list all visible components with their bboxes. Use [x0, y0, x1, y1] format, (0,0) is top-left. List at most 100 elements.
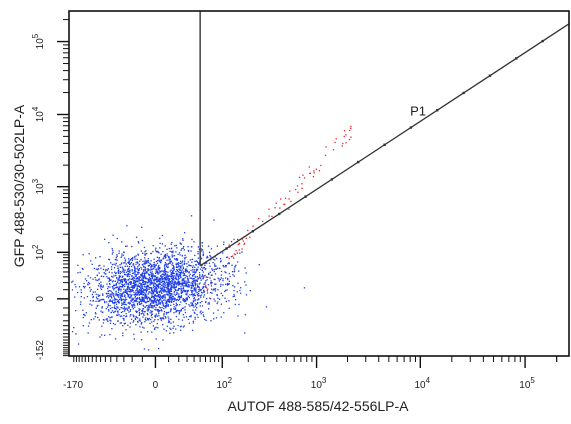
scatter-point [150, 280, 152, 282]
scatter-point [171, 275, 173, 278]
scatter-point [127, 273, 130, 275]
scatter-point [108, 258, 110, 260]
scatter-point [95, 257, 97, 259]
scatter-point [116, 254, 118, 256]
scatter-point [115, 287, 117, 289]
scatter-point [124, 273, 126, 276]
scatter-point [157, 309, 159, 312]
scatter-point [89, 277, 92, 279]
scatter-point [127, 284, 130, 286]
scatter-point [166, 302, 168, 304]
scatter-point [216, 245, 218, 247]
scatter-point [177, 278, 179, 281]
scatter-point [212, 258, 215, 260]
scatter-point [178, 280, 180, 283]
scatter-point [121, 255, 123, 257]
scatter-point [245, 284, 247, 286]
scatter-point [89, 290, 91, 292]
scatter-point [141, 310, 143, 312]
scatter-point [82, 268, 84, 270]
scatter-point [182, 288, 185, 290]
scatter-point [133, 333, 135, 335]
scatter-point [137, 271, 139, 273]
scatter-point [143, 274, 146, 276]
scatter-point [183, 257, 186, 259]
scatter-point [172, 295, 174, 298]
scatter-point [200, 250, 203, 252]
scatter-point [169, 282, 171, 285]
scatter-point [156, 285, 158, 287]
gate-vertex [330, 178, 334, 181]
scatter-point [191, 278, 194, 280]
scatter-point [177, 253, 179, 255]
scatter-point [126, 286, 129, 288]
scatter-point [119, 288, 121, 290]
scatter-point [130, 258, 133, 260]
scatter-point [163, 265, 166, 267]
scatter-point [284, 197, 287, 199]
scatter-point [186, 266, 188, 268]
scatter-point [137, 321, 139, 323]
scatter-point [199, 277, 201, 279]
scatter-point [192, 320, 194, 322]
gate-vertex [304, 195, 307, 198]
scatter-point [231, 271, 234, 273]
scatter-point [161, 285, 164, 287]
scatter-point [199, 302, 201, 304]
scatter-point [80, 291, 82, 294]
scatter-point [227, 263, 229, 265]
scatter-point [90, 319, 92, 321]
scatter-point [100, 285, 103, 287]
scatter-point [168, 290, 170, 292]
scatter-point [191, 329, 194, 331]
scatter-point [94, 312, 97, 314]
scatter-point [119, 272, 121, 275]
scatter-point [176, 266, 178, 268]
scatter-point [151, 313, 154, 315]
scatter-point [84, 314, 86, 317]
scatter-point [115, 272, 117, 274]
scatter-point [157, 260, 159, 262]
scatter-point [225, 300, 227, 303]
scatter-point [141, 298, 143, 300]
scatter-point [166, 304, 168, 306]
scatter-point [121, 307, 123, 309]
scatter-point [166, 286, 168, 288]
scatter-point [143, 327, 145, 329]
scatter-point [133, 338, 135, 340]
scatter-point [170, 309, 172, 311]
scatter-point [112, 249, 114, 252]
scatter-point [229, 246, 231, 248]
scatter-point [154, 304, 156, 306]
scatter-point [110, 311, 113, 314]
scatter-point [164, 296, 166, 298]
scatter-point [190, 289, 192, 292]
scatter-point [117, 267, 119, 269]
scatter-point [201, 305, 204, 307]
scatter-point [177, 270, 179, 273]
scatter-point [208, 303, 210, 305]
scatter-point [158, 293, 160, 295]
scatter-point [245, 294, 248, 296]
scatter-point [76, 291, 79, 294]
scatter-point [192, 271, 194, 273]
scatter-point [152, 302, 155, 304]
scatter-point [111, 300, 113, 302]
scatter-point [247, 229, 249, 232]
scatter-point [138, 280, 140, 282]
scatter-point [119, 315, 121, 317]
scatter-point [158, 295, 160, 298]
scatter-point [228, 257, 230, 260]
scatter-point [192, 269, 194, 271]
scatter-point [194, 282, 196, 284]
scatter-point [184, 285, 186, 287]
scatter-point [203, 266, 205, 269]
scatter-point [128, 270, 130, 272]
scatter-point [104, 270, 107, 272]
scatter-point [197, 262, 199, 264]
scatter-point [180, 243, 182, 245]
scatter-point [96, 305, 98, 307]
scatter-point [201, 257, 203, 259]
scatter-point [244, 332, 246, 334]
scatter-point [275, 202, 277, 204]
